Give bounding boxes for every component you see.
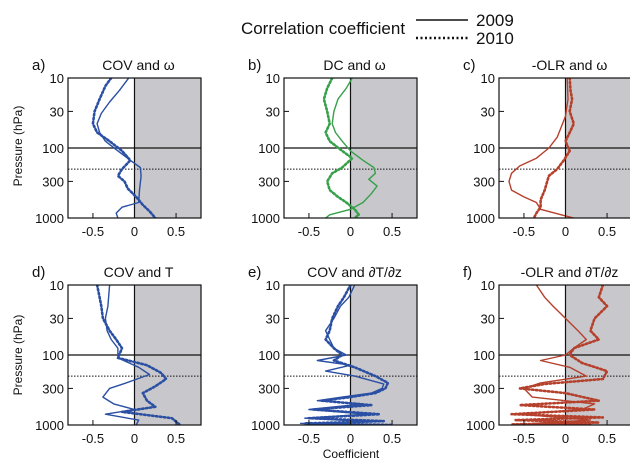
x-tick-label: 0 <box>347 431 354 446</box>
panel-title: DC and ω <box>323 57 385 73</box>
y-tick-label: 300 <box>258 174 280 189</box>
x-tick-label: -0.5 <box>513 431 535 446</box>
y-tick-label: 10 <box>481 71 495 86</box>
panel-letter: a) <box>32 57 45 74</box>
panel-letter: e) <box>248 264 261 281</box>
y-tick-label: 1000 <box>251 418 280 433</box>
x-tick-label: 0 <box>562 431 569 446</box>
series-group <box>510 285 609 425</box>
y-tick-label: 300 <box>473 381 495 396</box>
y-tick-label: 300 <box>473 174 495 189</box>
panel-b: 10 30 100 300 1000 -0.5 0 0.5 b) DC and ω <box>248 57 418 239</box>
y-tick-label: 100 <box>473 141 495 156</box>
series-line-2010 <box>303 285 394 425</box>
y-tick-label: 30 <box>266 311 280 326</box>
panel-a: 10 30 100 300 1000 -0.5 0 0.5 a) COV and ω <box>32 57 202 239</box>
y-tick-label: 10 <box>266 71 280 86</box>
y-tick-label: 100 <box>42 141 64 156</box>
x-tick-label: 0 <box>347 224 354 239</box>
panel-letter: b) <box>248 57 261 74</box>
panel-title: COV and ∂T/∂z <box>307 264 402 280</box>
panel-e: 10 30 100 300 1000 -0.5 0 0.5 e) COV and ∂T/∂z <box>248 264 418 446</box>
y-tick-label: 30 <box>481 104 495 119</box>
series-line-2009 <box>96 78 142 218</box>
series-line-2009 <box>325 78 378 218</box>
y-tick-label: 1000 <box>251 211 280 226</box>
y-tick-label: 100 <box>258 348 280 363</box>
y-tick-label: 10 <box>266 278 280 293</box>
series-line-2010 <box>95 285 182 425</box>
y-tick-label: 1000 <box>466 418 495 433</box>
y-tick-label: 1000 <box>35 211 64 226</box>
x-tick-label: 0.5 <box>383 224 401 239</box>
y-tick-label: 30 <box>50 311 64 326</box>
series-line-2010 <box>322 78 361 218</box>
y-tick-label: 100 <box>473 348 495 363</box>
x-tick-label: 0 <box>131 431 138 446</box>
x-tick-label: -0.5 <box>298 431 320 446</box>
figure-title: Correlation coefficient <box>241 19 405 38</box>
y-tick-label: 10 <box>50 71 64 86</box>
series-line-2009 <box>508 78 574 218</box>
y-tick-label: 300 <box>42 381 64 396</box>
y-tick-label: 1000 <box>35 418 64 433</box>
x-tick-label: 0.5 <box>167 431 185 446</box>
x-tick-label: -0.5 <box>298 224 320 239</box>
panel-letter: c) <box>463 57 476 74</box>
series-group <box>508 78 576 218</box>
series-group <box>95 285 182 425</box>
y-tick-label: 100 <box>258 141 280 156</box>
panel-title: COV and ω <box>102 57 174 73</box>
panel-letter: f) <box>463 264 472 281</box>
panel-title: -OLR and ∂T/∂z <box>521 264 619 280</box>
y-axis-label-bottom: Pressure (hPa) <box>11 315 25 396</box>
y-tick-label: 10 <box>481 278 495 293</box>
series-group <box>91 78 157 218</box>
panel-d: 10 30 100 300 1000 -0.5 0 0.5 d) COV and T <box>32 264 202 446</box>
y-axis-label-top: Pressure (hPa) <box>11 106 25 187</box>
panel-c: 10 30 100 300 1000 -0.5 0 0.5 c) -OLR and ω <box>463 57 630 239</box>
series-group <box>299 285 394 425</box>
y-tick-label: 10 <box>50 278 64 293</box>
series-line-2010 <box>532 78 576 218</box>
panel-letter: d) <box>32 264 45 281</box>
y-tick-label: 300 <box>42 174 64 189</box>
x-tick-label: 0 <box>131 224 138 239</box>
panel-f: 10 30 100 300 1000 -0.5 0 0.5 f) -OLR and ∂T/∂z <box>463 264 630 446</box>
panel-title: -OLR and ω <box>532 57 608 73</box>
legend-label-2010: 2010 <box>476 29 514 48</box>
x-axis-label: Coefficient <box>323 447 380 461</box>
x-tick-label: 0.5 <box>167 224 185 239</box>
series-line-2010 <box>510 285 609 425</box>
x-tick-label: 0.5 <box>598 224 616 239</box>
series-line-2010 <box>91 78 157 218</box>
x-tick-label: 0 <box>562 224 569 239</box>
y-tick-label: 100 <box>42 348 64 363</box>
legend-label-2009: 2009 <box>476 11 514 30</box>
x-tick-label: -0.5 <box>82 431 104 446</box>
x-tick-label: 0.5 <box>383 431 401 446</box>
y-tick-label: 30 <box>266 104 280 119</box>
legend: 2009 2010 <box>416 11 514 48</box>
x-tick-label: 0.5 <box>598 431 616 446</box>
y-tick-label: 30 <box>50 104 64 119</box>
y-tick-label: 30 <box>481 311 495 326</box>
x-tick-label: -0.5 <box>82 224 104 239</box>
panel-title: COV and T <box>104 264 174 280</box>
x-tick-label: -0.5 <box>513 224 535 239</box>
y-tick-label: 300 <box>258 381 280 396</box>
series-group <box>322 78 378 218</box>
y-tick-label: 1000 <box>466 211 495 226</box>
